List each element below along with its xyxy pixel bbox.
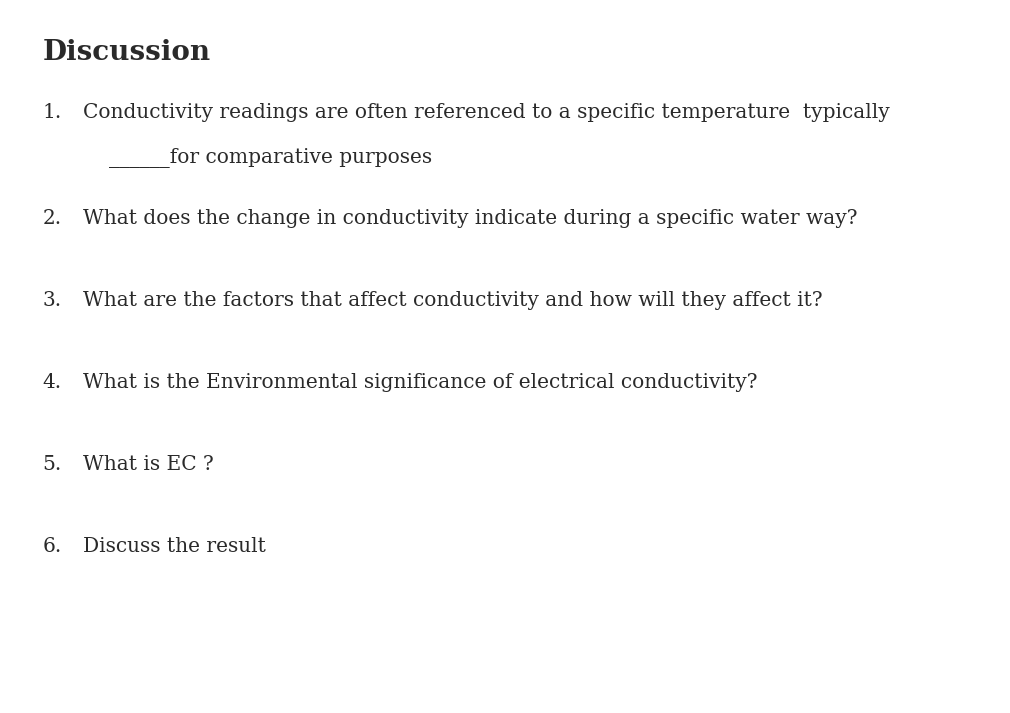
- Text: 1.: 1.: [42, 103, 62, 123]
- Text: ______for comparative purposes: ______for comparative purposes: [109, 148, 432, 168]
- Text: 2.: 2.: [42, 209, 62, 228]
- Text: What is EC ?: What is EC ?: [83, 455, 213, 474]
- Text: What is the Environmental significance of electrical conductivity?: What is the Environmental significance o…: [83, 373, 758, 392]
- Text: What does the change in conductivity indicate during a specific water way?: What does the change in conductivity ind…: [83, 209, 857, 228]
- Text: Discussion: Discussion: [42, 39, 210, 66]
- Text: 5.: 5.: [42, 455, 62, 474]
- Text: Conductivity readings are often referenced to a specific temperature  typically: Conductivity readings are often referenc…: [83, 103, 890, 123]
- Text: 3.: 3.: [42, 291, 62, 310]
- Text: 4.: 4.: [42, 373, 62, 392]
- Text: What are the factors that affect conductivity and how will they affect it?: What are the factors that affect conduct…: [83, 291, 822, 310]
- Text: Discuss the result: Discuss the result: [83, 537, 266, 556]
- Text: 6.: 6.: [42, 537, 62, 556]
